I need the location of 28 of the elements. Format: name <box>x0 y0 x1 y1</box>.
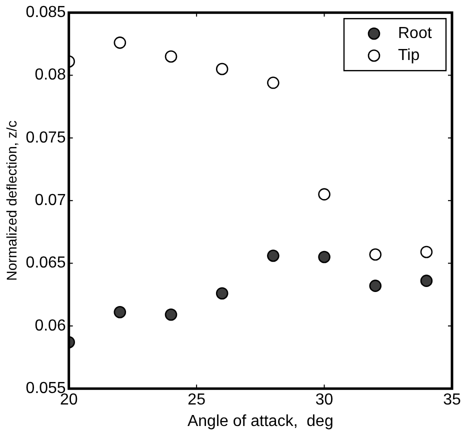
y-tick-label: 0.08 <box>34 66 66 84</box>
point <box>114 36 126 49</box>
x-tick-label: 30 <box>315 392 334 409</box>
x-tick-label: 25 <box>188 392 206 409</box>
point <box>164 50 178 63</box>
y-tick-label: 0.065 <box>26 254 66 272</box>
x-tick-label: 20 <box>60 392 78 409</box>
legend-label: Root <box>398 25 432 42</box>
point <box>420 274 433 287</box>
legend-label: Tip <box>398 47 420 64</box>
point <box>369 248 382 261</box>
point <box>267 76 280 89</box>
x-tick-label: 35 <box>443 392 461 409</box>
y-axis-title: Normalized deflection, z/c <box>3 120 20 281</box>
y-tick-label: 0.07 <box>34 192 66 210</box>
x-axis-title: Angle of attack, deg <box>187 412 334 430</box>
point <box>369 280 382 292</box>
y-tick-label: 0.06 <box>34 317 66 334</box>
y-tick-label: 0.075 <box>26 129 66 146</box>
point <box>318 188 330 200</box>
point <box>216 287 228 300</box>
point <box>318 250 330 264</box>
point <box>114 306 126 318</box>
y-tick-label: 0.085 <box>26 4 66 22</box>
point <box>267 250 280 262</box>
point <box>164 308 178 321</box>
point <box>420 246 433 258</box>
point <box>216 62 228 76</box>
